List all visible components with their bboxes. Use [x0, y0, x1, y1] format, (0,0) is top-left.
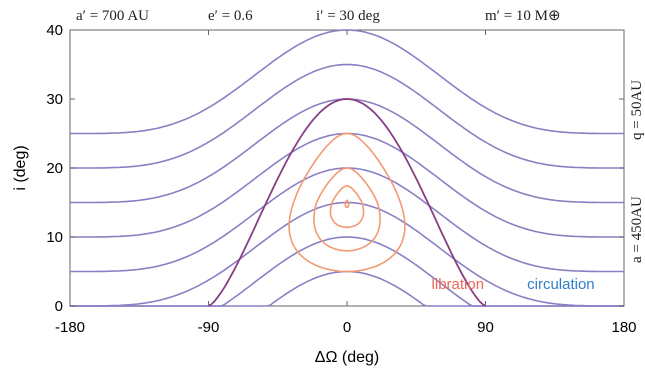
libration-contour: [313, 167, 381, 252]
x-tick-label: 180: [611, 319, 636, 336]
libration-contour: [344, 199, 350, 209]
circulation-label: circulation: [527, 276, 595, 293]
x-tick-label: 0: [343, 319, 351, 336]
x-axis-label: ΔΩ (deg): [315, 349, 379, 366]
y-tick-label: 30: [46, 91, 63, 108]
y-axis-label: i (deg): [12, 145, 29, 190]
x-tick-label: -180: [55, 319, 85, 336]
y-tick-label: 40: [46, 22, 63, 39]
circulation-curve: [70, 63, 624, 169]
top-label-a-prime: a′ = 700 AU: [76, 8, 149, 24]
top-label-e-prime: e′ = 0.6: [208, 8, 253, 24]
libration-contour: [329, 185, 365, 229]
circulation-curve: [70, 167, 624, 273]
right-label-a: a = 450AU: [629, 196, 645, 263]
right-label-q: q = 50AU: [629, 80, 645, 140]
libration-contour: [288, 132, 406, 273]
ticks-layer: -180 -90 0 90 180 0 10 20 30 40: [46, 22, 636, 336]
libration-label: libration: [432, 276, 485, 293]
top-label-m-prime: m′ = 10 M⊕: [485, 8, 561, 24]
y-tick-label: 0: [55, 298, 63, 315]
separatrix-curve: [208, 98, 486, 307]
curves-layer: [70, 29, 624, 307]
y-tick-label: 20: [46, 160, 63, 177]
x-tick-label: -90: [198, 319, 220, 336]
circulation-curve: [70, 201, 624, 307]
circulation-curve: [70, 98, 624, 204]
x-tick-label: 90: [477, 319, 494, 336]
y-tick-label: 10: [46, 229, 63, 246]
top-label-i-prime: i′ = 30 deg: [316, 8, 380, 24]
circulation-curve: [70, 29, 624, 135]
